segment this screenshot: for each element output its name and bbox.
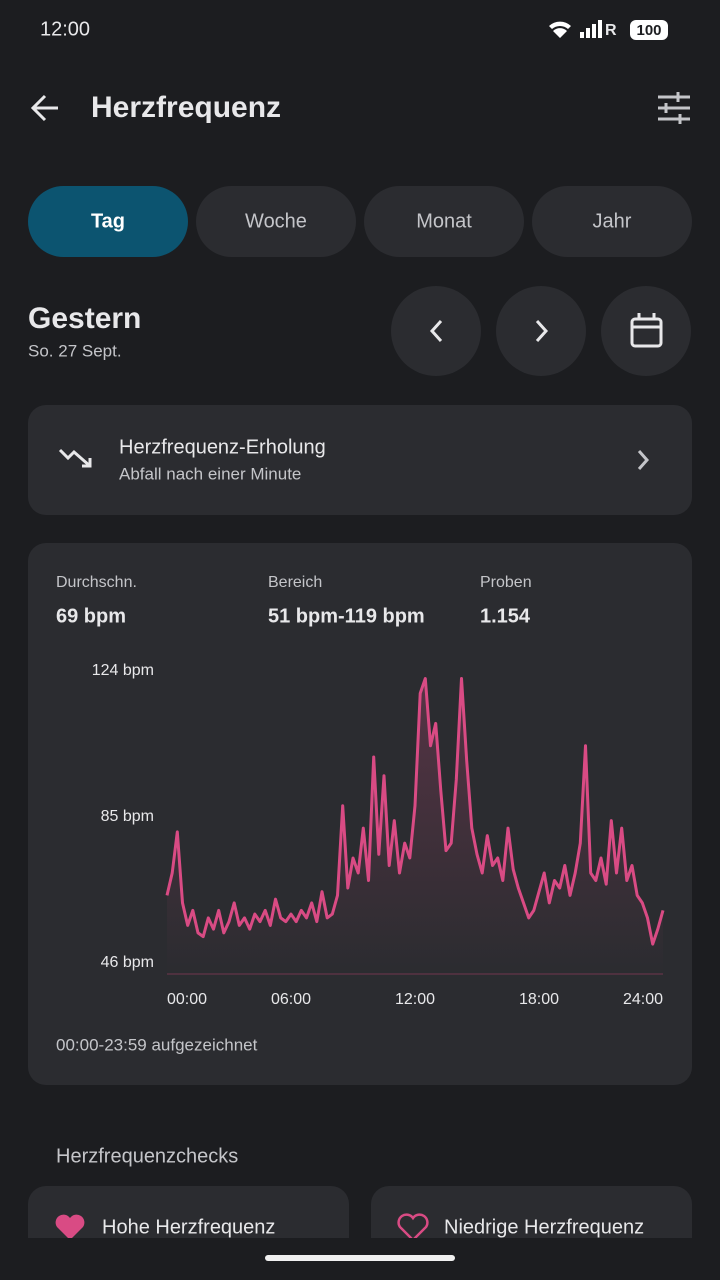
x-tick-label: 00:00 xyxy=(167,991,207,1008)
page-title: Herzfrequenz xyxy=(91,91,281,124)
next-icon xyxy=(535,319,549,343)
date-title: Gestern xyxy=(28,302,141,335)
filter-button[interactable] xyxy=(658,92,690,124)
check-label: Niedrige Herzfrequenz xyxy=(444,1216,644,1238)
line-area xyxy=(167,678,663,974)
y-tick-label: 46 bpm xyxy=(101,954,154,971)
trend-icon xyxy=(58,448,92,468)
check-label: Hohe Herzfrequenz xyxy=(102,1216,275,1238)
prev-icon xyxy=(429,319,443,343)
x-tick-label: 24:00 xyxy=(623,991,663,1008)
tab-label: Monat xyxy=(416,210,472,232)
tab[interactable] xyxy=(532,186,692,257)
x-tick-label: 18:00 xyxy=(519,991,559,1008)
x-tick-label: 06:00 xyxy=(271,991,311,1008)
recovery-card[interactable] xyxy=(28,405,692,515)
heart-icon-outline xyxy=(397,1213,429,1242)
calendar-icon xyxy=(630,313,663,348)
tab-label: Woche xyxy=(245,210,307,232)
next-button[interactable] xyxy=(496,286,586,376)
chart-footer: 00:00-23:59 aufgezeichnet xyxy=(56,1035,258,1054)
stat-value: 51 bpm-119 bpm xyxy=(268,605,425,627)
tab-label: Tag xyxy=(91,210,125,232)
y-tick-label: 124 bpm xyxy=(92,662,154,679)
stat-label: Proben xyxy=(480,574,532,591)
tab[interactable] xyxy=(196,186,356,257)
heart-rate-chart: 124 bpm 85 bpm 46 bpm 00:00 06:00 12:00 18:00 2… xyxy=(92,662,665,1008)
battery-icon xyxy=(630,20,668,40)
recovery-subtitle: Abfall nach einer Minute xyxy=(119,464,301,483)
stat-value: 1.154 xyxy=(480,605,531,627)
battery-level: 100 xyxy=(636,22,661,39)
heart-icon-filled xyxy=(55,1214,85,1240)
calendar-button[interactable] xyxy=(601,286,691,376)
tab[interactable] xyxy=(28,186,188,257)
prev-button[interactable] xyxy=(391,286,481,376)
period-tabs: Tag Woche Monat Jahr xyxy=(28,186,692,257)
recovery-title: Herzfrequenz-Erholung xyxy=(119,436,326,458)
home-indicator[interactable] xyxy=(265,1255,455,1261)
y-tick-label: 85 bpm xyxy=(101,808,154,825)
signal-icon xyxy=(580,20,602,38)
back-button[interactable] xyxy=(30,94,58,122)
tab-label: Jahr xyxy=(593,210,632,232)
stat-label: Durchschn. xyxy=(56,574,137,591)
x-tick-label: 12:00 xyxy=(395,991,435,1008)
heart-rate-line xyxy=(165,677,665,946)
checks-title: Herzfrequenzchecks xyxy=(56,1145,238,1167)
stat-value: 69 bpm xyxy=(56,605,126,627)
status-time: 12:00 xyxy=(40,18,90,40)
wifi-icon xyxy=(549,21,571,38)
network-type: R xyxy=(605,22,617,39)
stats: Durchschn. 69 bpm Bereich 51 bpm-119 bpm Pro… xyxy=(56,574,532,627)
stat-label: Bereich xyxy=(268,574,322,591)
date-subtitle: So. 27 Sept. xyxy=(28,341,122,360)
tab[interactable] xyxy=(364,186,524,257)
chevron xyxy=(637,450,650,470)
